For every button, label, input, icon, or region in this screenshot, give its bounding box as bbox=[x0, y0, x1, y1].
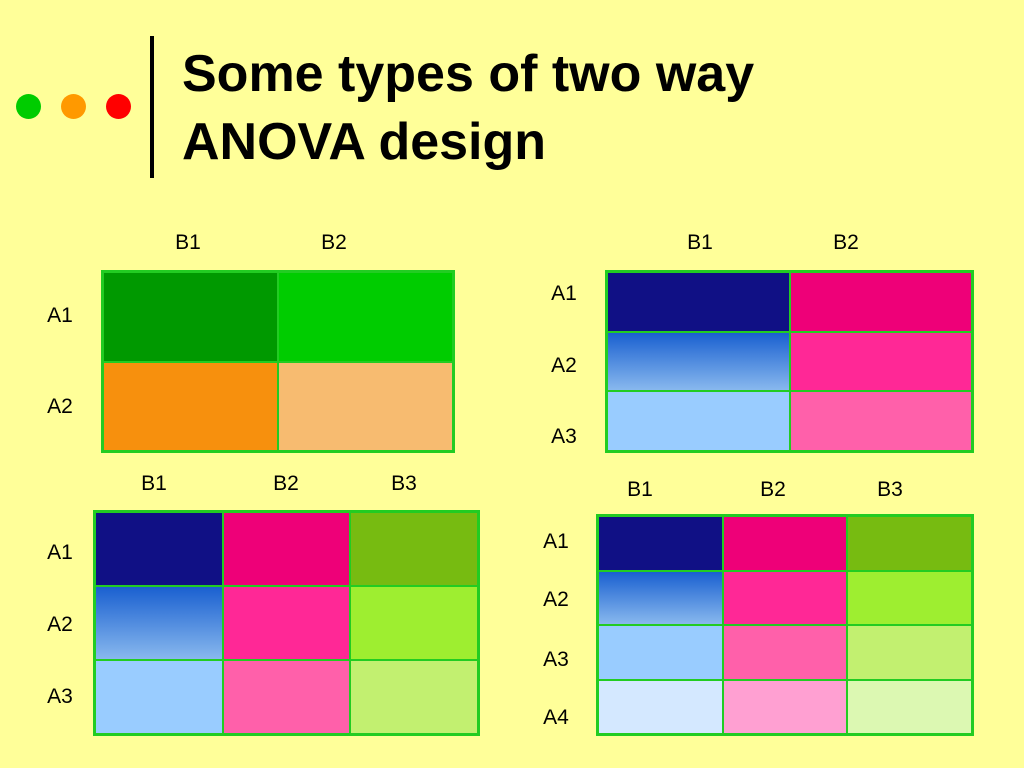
design-grid-4 bbox=[596, 514, 974, 736]
design-grid-2 bbox=[605, 270, 974, 453]
design-cell bbox=[104, 273, 277, 361]
red-dot bbox=[106, 94, 131, 119]
design-cell bbox=[723, 517, 847, 570]
col-label: B2 bbox=[833, 231, 859, 254]
col-label: B1 bbox=[627, 478, 653, 501]
design-cell bbox=[848, 680, 971, 733]
design-cell bbox=[96, 661, 222, 733]
col-label: B2 bbox=[760, 478, 786, 501]
design-cell bbox=[848, 571, 971, 624]
page-title: Some types of two way ANOVA design bbox=[182, 40, 982, 176]
row-label: A3 bbox=[551, 425, 577, 448]
col-label: B2 bbox=[321, 231, 347, 254]
row-label: A3 bbox=[543, 648, 569, 671]
design-grid-3 bbox=[93, 510, 480, 736]
design-cell bbox=[608, 332, 789, 391]
design-cell bbox=[608, 273, 789, 331]
row-label: A1 bbox=[47, 304, 73, 327]
row-label: A2 bbox=[543, 588, 569, 611]
row-label: A4 bbox=[543, 706, 569, 729]
col-label: B1 bbox=[175, 231, 201, 254]
col-label: B2 bbox=[273, 472, 299, 495]
green-dot bbox=[16, 94, 41, 119]
col-label: B1 bbox=[141, 472, 167, 495]
design-cell bbox=[223, 587, 350, 659]
col-label: B3 bbox=[877, 478, 903, 501]
design-cell bbox=[790, 332, 971, 391]
row-label: A2 bbox=[551, 354, 577, 377]
design-cell bbox=[790, 273, 971, 331]
traffic-light-dots bbox=[16, 94, 131, 120]
design-cell bbox=[848, 626, 971, 679]
col-label: B1 bbox=[687, 231, 713, 254]
design-cell bbox=[223, 513, 350, 585]
design-cell bbox=[223, 661, 350, 733]
design-cell bbox=[279, 273, 452, 361]
design-cell bbox=[608, 392, 789, 450]
title-line-1: Some types of two way bbox=[182, 45, 755, 103]
design-cell bbox=[599, 571, 722, 624]
design-cell bbox=[723, 571, 847, 624]
row-label: A2 bbox=[47, 613, 73, 636]
row-label: A1 bbox=[551, 282, 577, 305]
design-cell bbox=[351, 587, 477, 659]
design-grid-1 bbox=[101, 270, 455, 453]
design-cell bbox=[104, 362, 277, 450]
orange-dot bbox=[61, 94, 86, 119]
design-cell bbox=[790, 392, 971, 450]
row-label: A2 bbox=[47, 395, 73, 418]
design-cell bbox=[351, 661, 477, 733]
design-cell bbox=[351, 513, 477, 585]
design-cell bbox=[723, 680, 847, 733]
design-cell bbox=[599, 680, 722, 733]
row-label: A1 bbox=[543, 530, 569, 553]
design-cell bbox=[599, 626, 722, 679]
col-label: B3 bbox=[391, 472, 417, 495]
row-label: A3 bbox=[47, 685, 73, 708]
design-cell bbox=[599, 517, 722, 570]
design-cell bbox=[279, 362, 452, 450]
design-cell bbox=[96, 587, 222, 659]
design-cell bbox=[848, 517, 971, 570]
design-cell bbox=[96, 513, 222, 585]
title-divider bbox=[150, 36, 154, 178]
design-cell bbox=[723, 626, 847, 679]
row-label: A1 bbox=[47, 541, 73, 564]
title-line-2: ANOVA design bbox=[182, 113, 547, 171]
